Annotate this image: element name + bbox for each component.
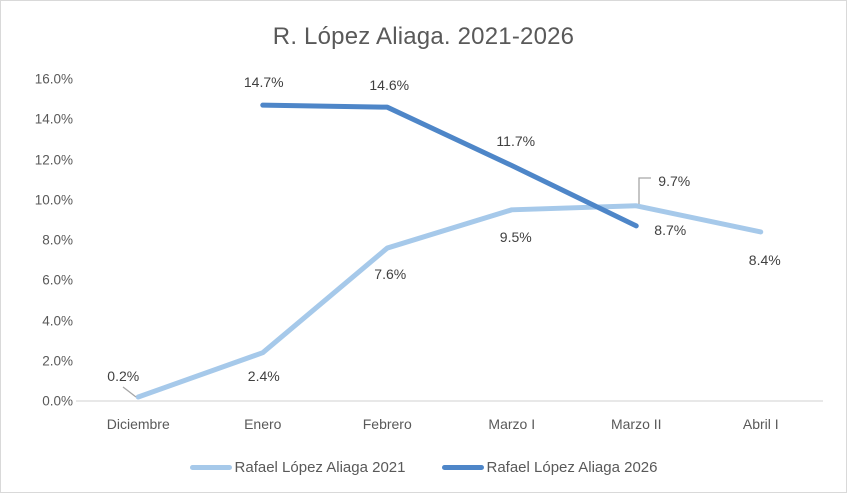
legend-label-2021: Rafael López Aliaga 2021 bbox=[234, 459, 406, 476]
data-label: 9.7% bbox=[658, 172, 691, 189]
x-category-label: Febrero bbox=[362, 416, 412, 432]
y-tick-label: 4.0% bbox=[42, 313, 73, 328]
data-label: 8.4% bbox=[748, 251, 781, 268]
y-tick-label: 0.0% bbox=[42, 393, 73, 409]
y-tick-label: 12.0% bbox=[34, 152, 73, 167]
y-tick-label: 8.0% bbox=[42, 232, 73, 248]
x-category-label: Marzo II bbox=[610, 416, 662, 432]
legend-item-2021: Rafael López Aliaga 2021 bbox=[189, 459, 406, 476]
y-tick-label: 2.0% bbox=[42, 353, 73, 369]
y-tick-label: 10.0% bbox=[34, 192, 73, 208]
legend: Rafael López Aliaga 2021 Rafael López Al… bbox=[1, 459, 846, 476]
x-category-label: Abril I bbox=[742, 416, 779, 432]
data-label: 14.6% bbox=[369, 77, 410, 94]
leader-line-0-2 bbox=[122, 386, 137, 398]
x-category-label: Marzo I bbox=[488, 416, 536, 432]
x-category-label: Diciembre bbox=[106, 416, 170, 432]
data-label: 9.5% bbox=[499, 228, 532, 245]
y-tick-label: 16.0% bbox=[34, 71, 73, 87]
legend-label-2026: Rafael López Aliaga 2026 bbox=[486, 459, 658, 476]
y-tick-label: 6.0% bbox=[42, 272, 73, 288]
legend-item-2026: Rafael López Aliaga 2026 bbox=[441, 459, 658, 476]
data-label: 8.7% bbox=[654, 221, 687, 238]
leader-line-9-7 bbox=[638, 177, 651, 204]
data-label: 7.6% bbox=[374, 266, 407, 283]
legend-swatch-2026 bbox=[441, 465, 484, 470]
series-line-2026 bbox=[260, 102, 639, 229]
y-tick-label: 14.0% bbox=[34, 111, 73, 127]
data-label: 14.7% bbox=[243, 74, 284, 91]
x-category-label: Enero bbox=[244, 416, 282, 432]
legend-swatch-2021 bbox=[189, 465, 232, 470]
data-label: 0.2% bbox=[107, 367, 140, 384]
data-label: 2.4% bbox=[247, 367, 280, 384]
series-line-2021 bbox=[135, 203, 764, 400]
data-label: 11.7% bbox=[496, 132, 536, 149]
chart-title: R. López Aliaga. 2021-2026 bbox=[272, 23, 575, 50]
